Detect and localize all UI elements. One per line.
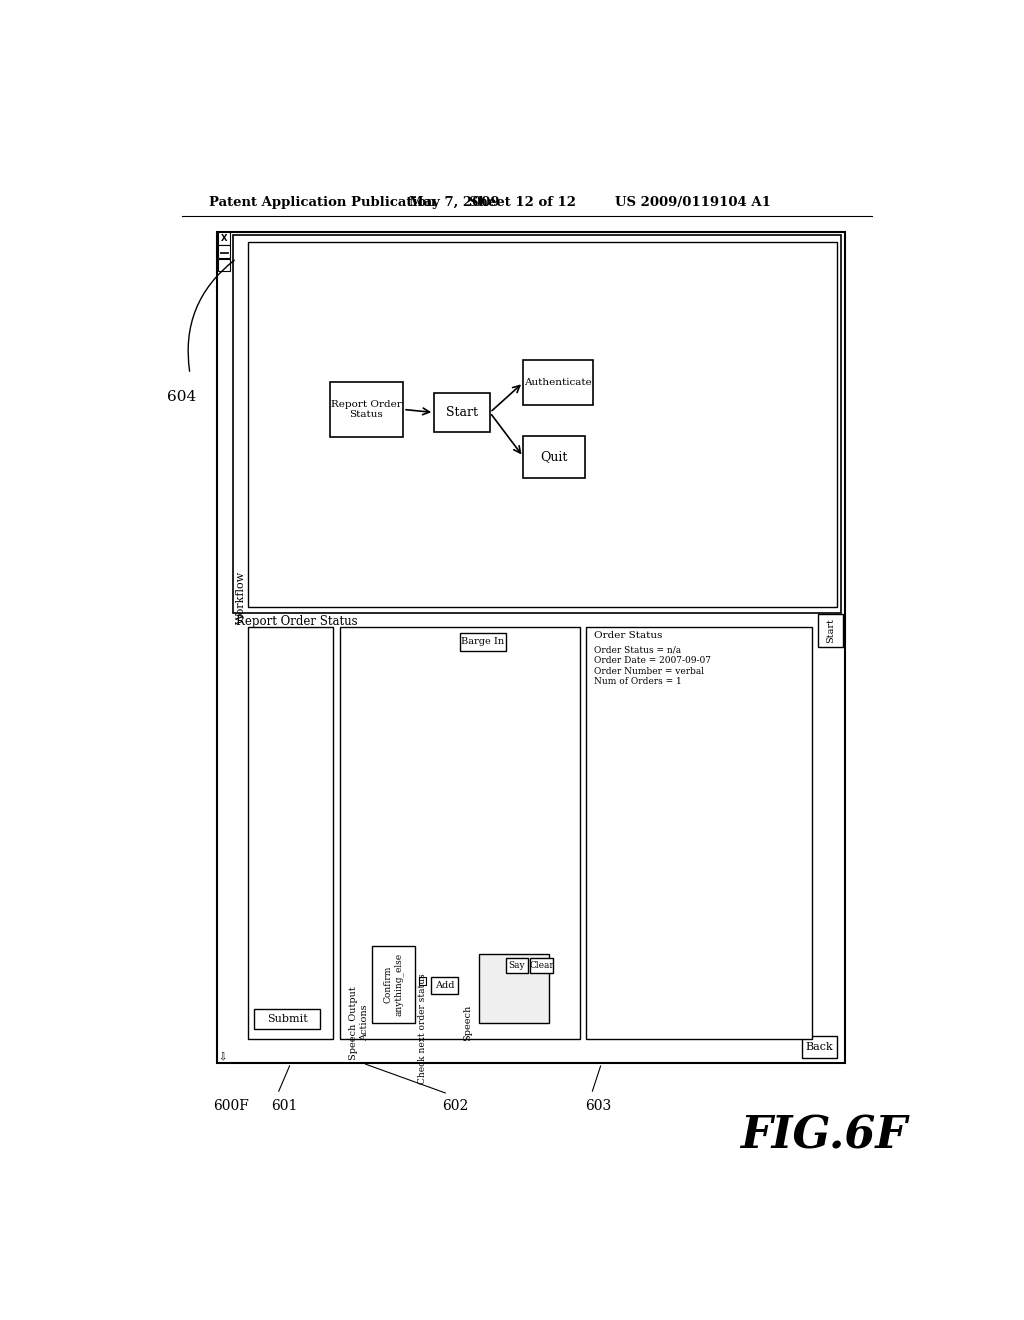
Bar (818, 614, 843, 647)
Text: Start: Start (825, 618, 835, 643)
Bar (372, 946, 415, 1023)
Text: Report Order
Status: Report Order Status (331, 400, 401, 420)
Bar (340, 627, 580, 1039)
Text: Order Number = verbal: Order Number = verbal (594, 667, 703, 676)
Text: May 7, 2009: May 7, 2009 (409, 195, 499, 209)
Text: US 2009/0119104 A1: US 2009/0119104 A1 (614, 195, 771, 209)
Text: Patent Application Publication: Patent Application Publication (209, 195, 436, 209)
Bar (506, 958, 528, 973)
Bar (530, 958, 554, 973)
Text: Add: Add (435, 981, 455, 990)
Text: Order Status = n/a: Order Status = n/a (594, 645, 681, 655)
Bar (460, 632, 506, 651)
Text: 604: 604 (167, 391, 196, 404)
Bar (232, 235, 841, 612)
Text: X: X (221, 234, 227, 243)
Bar (330, 381, 403, 437)
Bar (218, 259, 230, 271)
Text: 601: 601 (271, 1098, 298, 1113)
Text: Barge In: Barge In (462, 638, 505, 647)
Text: Submit: Submit (267, 1014, 307, 1024)
Text: 600F: 600F (213, 1098, 249, 1113)
Bar (586, 627, 812, 1039)
Text: Start: Start (446, 407, 478, 418)
Bar (218, 232, 230, 244)
Bar (217, 231, 845, 1063)
Text: Clear: Clear (529, 961, 554, 970)
Bar (434, 393, 489, 432)
Text: 603: 603 (586, 1098, 611, 1113)
Text: ⇩: ⇩ (218, 1052, 226, 1063)
Text: Authenticate: Authenticate (524, 378, 592, 387)
Text: Order Status: Order Status (594, 631, 663, 640)
Text: Confirm
anything_else: Confirm anything_else (383, 953, 403, 1016)
Text: Order Date = 2007-09-07: Order Date = 2007-09-07 (594, 656, 711, 665)
Bar (523, 360, 593, 405)
Text: FIG.6F: FIG.6F (740, 1115, 907, 1158)
Bar (802, 1036, 838, 1057)
Text: Actions: Actions (359, 1005, 369, 1041)
Bar (248, 242, 838, 607)
Text: Num of Orders = 1: Num of Orders = 1 (594, 677, 682, 686)
Text: Say: Say (509, 961, 525, 970)
Text: Check next order status: Check next order status (418, 973, 427, 1084)
Text: Report Order Status: Report Order Status (237, 615, 358, 628)
Text: 602: 602 (442, 1098, 468, 1113)
Bar (431, 977, 458, 994)
Text: Back: Back (806, 1041, 834, 1052)
Text: Speech Output: Speech Output (349, 986, 358, 1060)
Bar (419, 977, 426, 985)
Text: Quit: Quit (541, 450, 568, 463)
Bar (218, 246, 230, 257)
Bar (479, 954, 549, 1023)
Text: Speech: Speech (463, 1005, 472, 1041)
Bar (523, 436, 586, 478)
Bar (254, 1010, 321, 1028)
Text: Sheet 12 of 12: Sheet 12 of 12 (469, 195, 575, 209)
Bar (248, 627, 334, 1039)
Text: Workflow: Workflow (237, 570, 246, 624)
